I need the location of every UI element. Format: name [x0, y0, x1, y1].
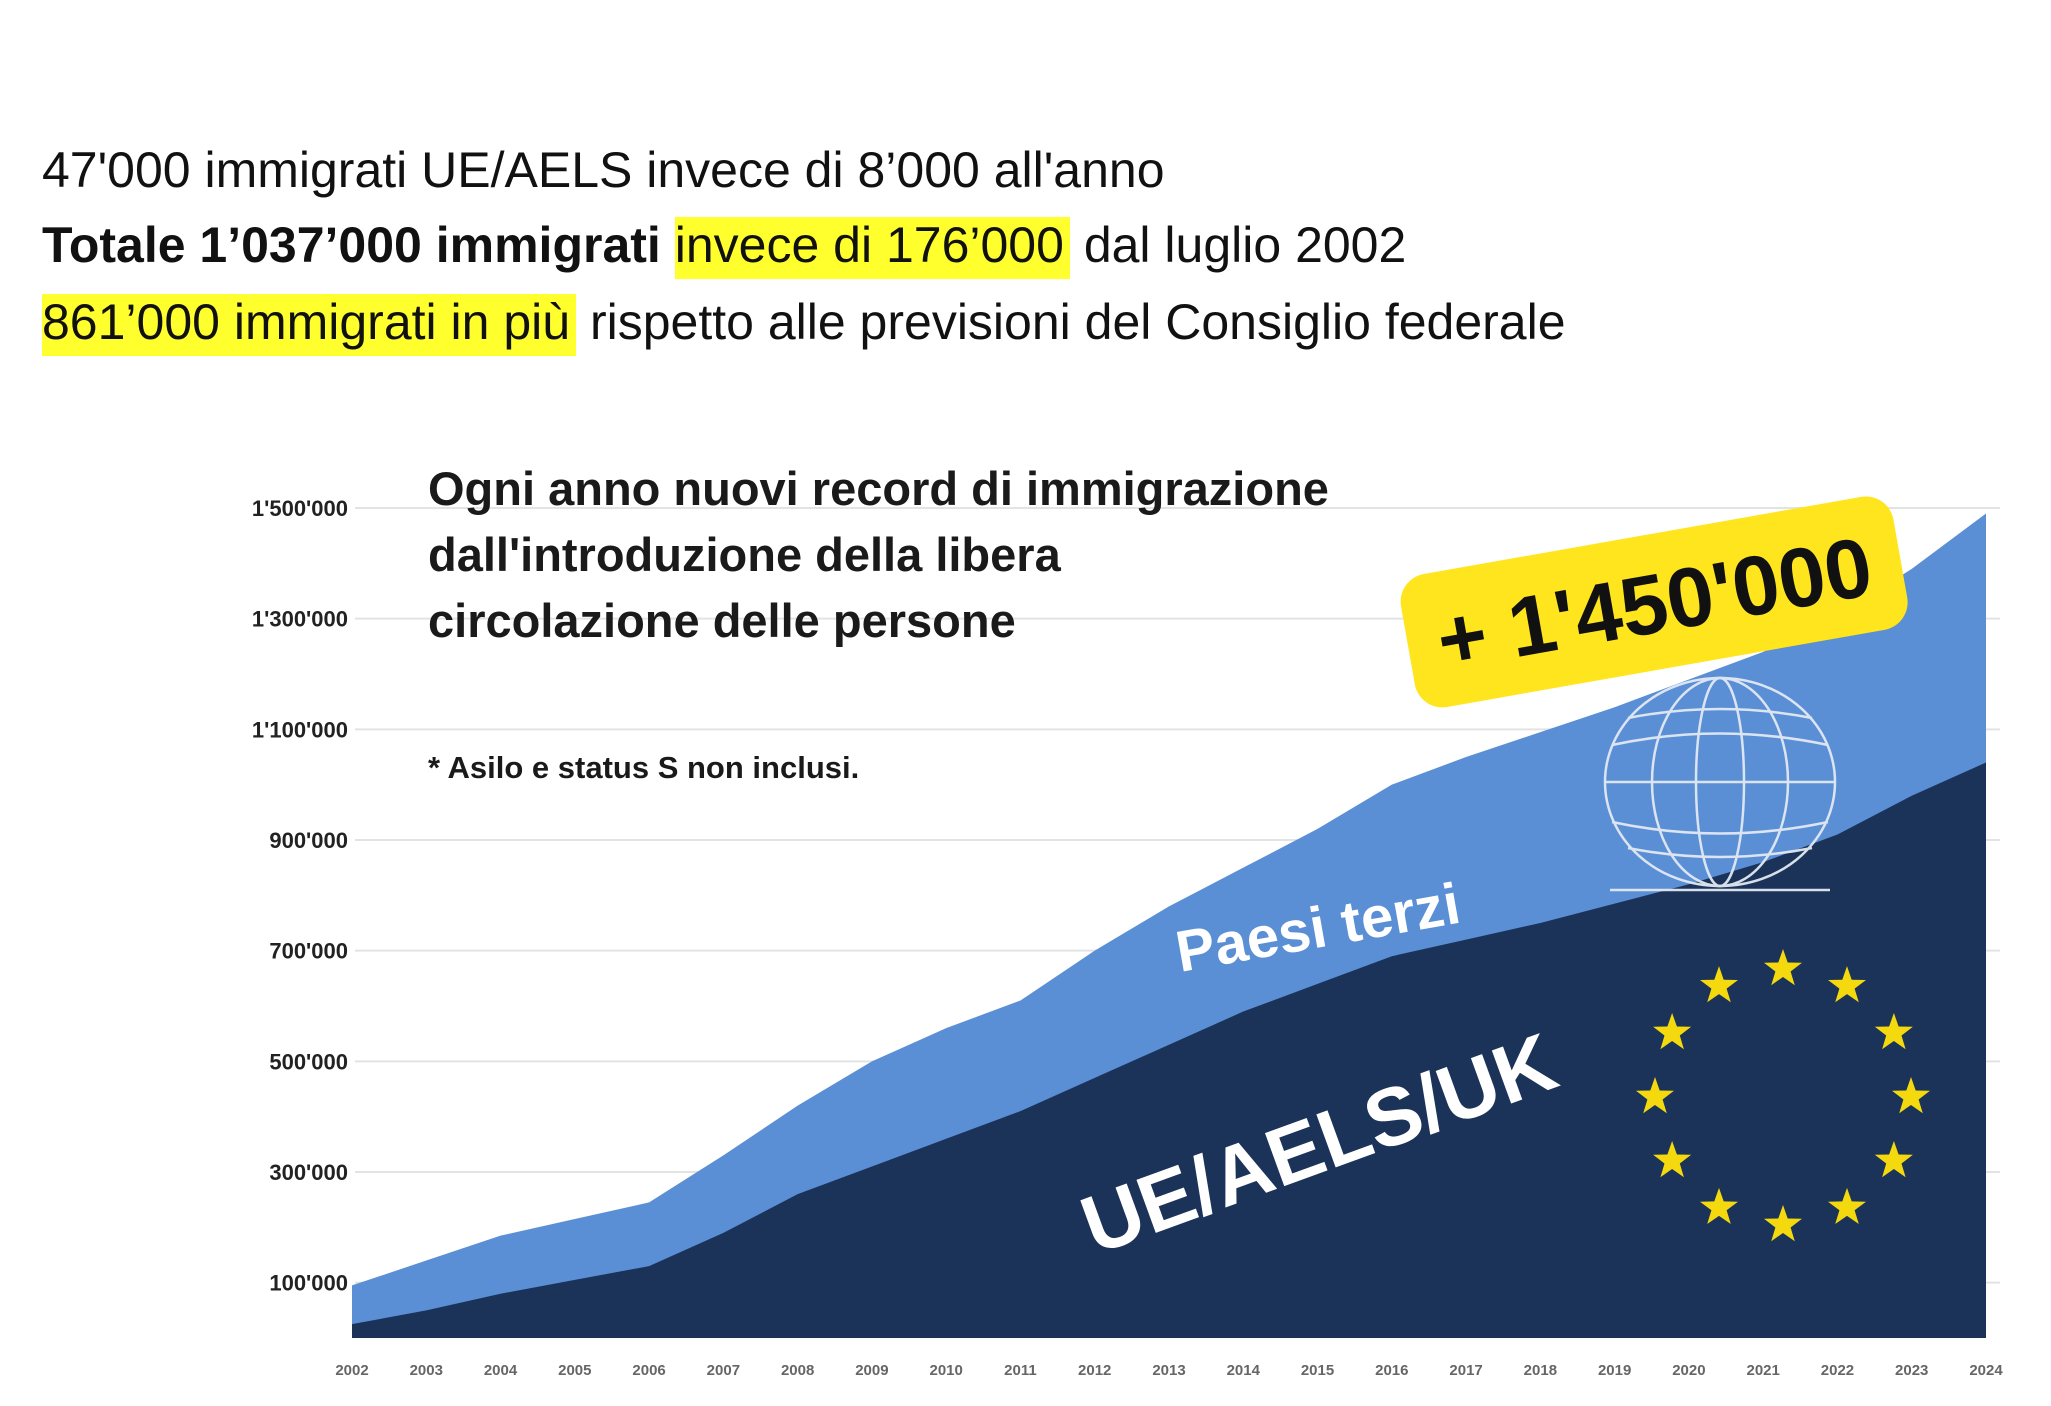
eu-star	[1700, 1187, 1738, 1224]
eu-star	[1892, 1077, 1930, 1114]
x-tick-label: 2023	[1895, 1362, 1928, 1379]
x-tick-label: 2021	[1746, 1362, 1779, 1379]
eu-star	[1653, 1013, 1692, 1050]
eu-star	[1828, 1187, 1866, 1224]
area-ue-aels-uk	[352, 762, 1986, 1338]
eu-star	[1828, 966, 1866, 1003]
x-axis-ticks: 2002 2003 2004 2005 2006 2007 2008 2009 2010 2011…	[335, 1362, 2003, 1379]
headline-3-highlight: 861’000 immigrati in più	[42, 294, 577, 356]
y-tick-label: 300'000	[269, 1160, 348, 1185]
eu-star	[1764, 1205, 1802, 1242]
x-tick-label: 2014	[1227, 1362, 1261, 1379]
eu-star	[1653, 1141, 1692, 1178]
x-tick-label: 2022	[1821, 1362, 1854, 1379]
x-tick-label: 2018	[1524, 1362, 1557, 1379]
x-tick-label: 2009	[855, 1362, 888, 1379]
x-tick-label: 2010	[929, 1362, 962, 1379]
globe-icon	[1603, 676, 1837, 892]
chart-title-line-1: Ogni anno nuovi record di immigrazione	[428, 462, 1329, 515]
x-tick-label: 2002	[335, 1362, 368, 1379]
x-tick-label: 2024	[1969, 1362, 2003, 1379]
y-tick-label: 1'300'000	[252, 607, 348, 632]
stacked-areas	[352, 513, 1986, 1338]
headline-line-2: Totale 1’037’000 immigrati invece di 176…	[42, 217, 1407, 279]
chart-title-line-3: circolazione delle persone	[428, 594, 1016, 647]
x-tick-label: 2005	[558, 1362, 591, 1379]
y-tick-label: 1'500'000	[252, 496, 348, 521]
eu-stars-icon	[1636, 949, 1930, 1242]
headline-2-highlight: invece di 176’000	[674, 217, 1070, 279]
eu-star	[1874, 1141, 1913, 1178]
x-tick-label: 2011	[1004, 1362, 1037, 1379]
x-tick-label: 2007	[707, 1362, 740, 1379]
y-tick-label: 500'000	[269, 1049, 348, 1074]
chart-note: * Asilo e status S non inclusi.	[428, 750, 859, 785]
x-tick-label: 2016	[1375, 1362, 1408, 1379]
chart-title-line-2: dall'introduzione della libera	[428, 528, 1062, 581]
x-tick-label: 2013	[1152, 1362, 1185, 1379]
headline-3-rest: rispetto alle previsioni del Consiglio f…	[589, 294, 1566, 350]
headline-2-rest: dal luglio 2002	[1083, 217, 1407, 273]
y-tick-label: 100'000	[269, 1271, 348, 1296]
headline-1-text: 47'000 immigrati UE/AELS invece di 8’000…	[42, 142, 1165, 198]
x-tick-label: 2004	[484, 1362, 518, 1379]
x-tick-label: 2008	[781, 1362, 814, 1379]
eu-star	[1700, 966, 1738, 1003]
y-tick-label: 1'100'000	[252, 717, 348, 742]
headline-line-1: 47'000 immigrati UE/AELS invece di 8’000…	[42, 145, 1165, 195]
headline-line-3: 861’000 immigrati in più rispetto alle p…	[42, 294, 1566, 356]
x-tick-label: 2015	[1301, 1362, 1334, 1379]
x-tick-label: 2003	[410, 1362, 443, 1379]
eu-star	[1636, 1077, 1674, 1114]
headline-2-bold: Totale 1’037’000 immigrati	[42, 217, 661, 273]
x-tick-label: 2017	[1449, 1362, 1482, 1379]
y-tick-label: 700'000	[269, 939, 348, 964]
y-axis-ticks: 100'000 300'000 500'000 700'000 900'000 1'100…	[252, 496, 348, 1296]
x-tick-label: 2019	[1598, 1362, 1631, 1379]
eu-star	[1874, 1013, 1913, 1050]
y-tick-label: 900'000	[269, 828, 348, 853]
x-tick-label: 2020	[1672, 1362, 1705, 1379]
eu-star	[1764, 949, 1802, 986]
x-tick-label: 2006	[632, 1362, 665, 1379]
x-tick-label: 2012	[1078, 1362, 1111, 1379]
